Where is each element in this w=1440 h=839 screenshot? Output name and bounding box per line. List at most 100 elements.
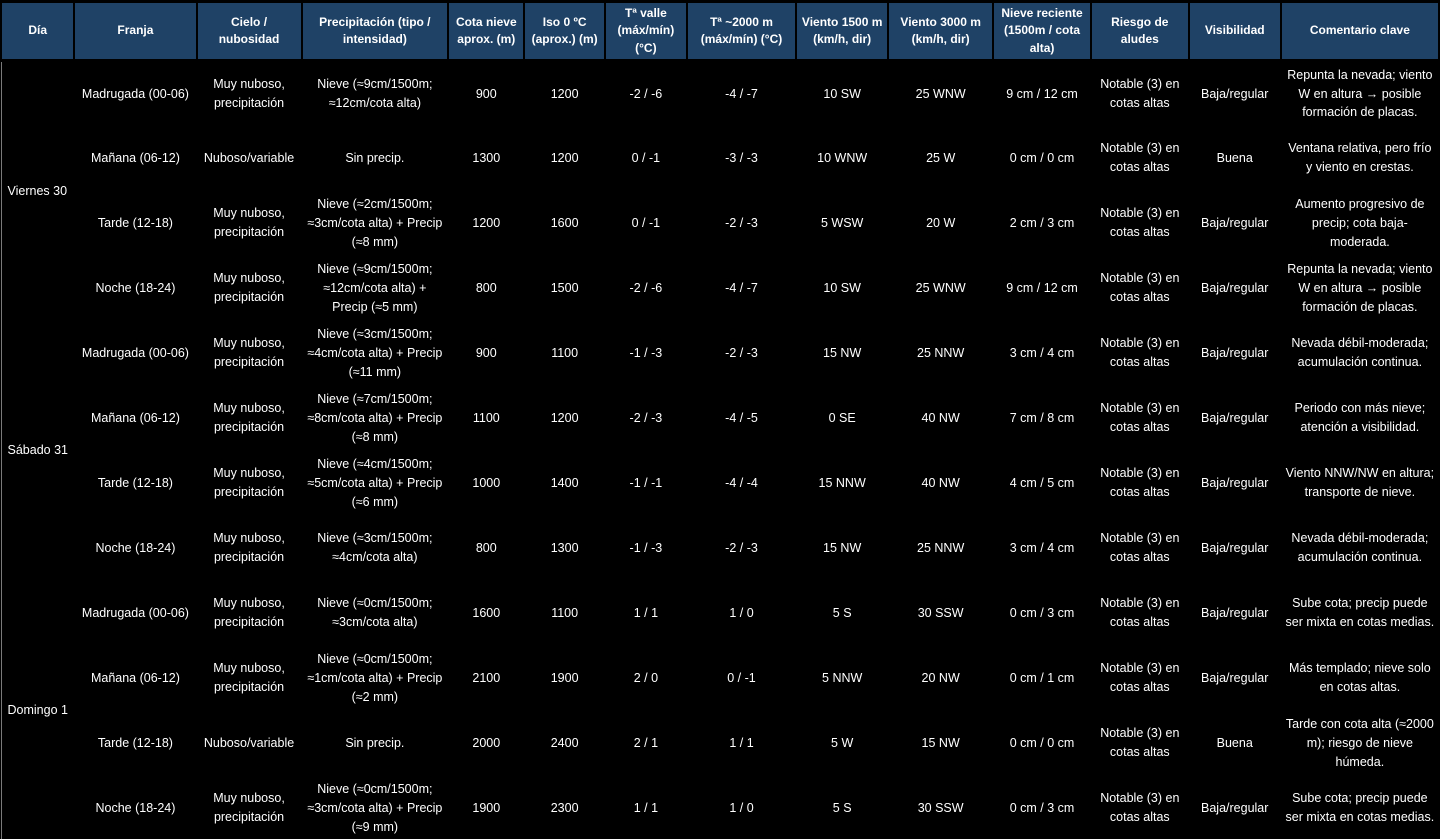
cell-temp-valle: 1 / 1 [633,605,659,620]
column-header-iso-0: Iso 0 ºC (aprox.) (m) [523,0,606,63]
cell-viento-3000: 40 NW [921,475,960,490]
cell-temp-2000: -4 / -5 [725,410,758,425]
cell-temp-2000: 1 / 0 [729,800,754,815]
cell-precipitacion: Nieve (≈7cm/1500m; ≈8cm/cota alta) + Pre… [307,392,443,444]
cell-temp-valle: 2 / 1 [633,735,659,750]
cell-viento-1500: 5 WSW [820,215,864,230]
cell-temp-valle: -1 / -1 [629,475,663,490]
cell-cota-nieve: 1200 [472,215,501,230]
cell-nieve-reciente: 3 cm / 4 cm [1009,540,1075,555]
cell-riesgo-aludes: Notable (3) en cotas altas [1100,726,1180,760]
cell-cota-nieve: 1100 [472,410,500,425]
cell-cielo: Muy nuboso, precipitación [213,791,285,825]
cell-comentario: Repunta la nevada; viento W en altura → … [1287,262,1433,314]
cell-riesgo-aludes: Notable (3) en cotas altas [1100,466,1180,500]
cell-iso-0: 1200 [550,150,579,165]
cell-precipitacion: Nieve (≈9cm/1500m; ≈12cm/cota alta) + Pr… [317,262,433,314]
cell-cota-nieve: 2000 [472,735,501,750]
column-header-comentario: Comentario clave [1279,0,1440,63]
table-row: Mañana (06-12) Muy nuboso, precipitación… [1,646,1439,711]
cell-viento-1500: 5 S [832,605,852,620]
table-row: Tarde (12-18) Nuboso/variable Sin precip… [1,711,1439,776]
cell-comentario: Nevada débil-moderada; acumulación conti… [1291,336,1429,370]
cell-temp-valle: -2 / -6 [629,86,663,101]
cell-cota-nieve: 1000 [472,475,501,490]
cell-franja: Noche (18-24) [95,280,176,295]
cell-viento-3000: 40 NW [921,410,960,425]
cell-nieve-reciente: 7 cm / 8 cm [1009,410,1075,425]
cell-nieve-reciente: 0 cm / 0 cm [1009,150,1075,165]
cell-viento-3000: 25 WNW [915,280,966,295]
cell-iso-0: 1100 [551,345,579,360]
cell-viento-3000: 25 W [926,150,956,165]
cell-precipitacion: Nieve (≈0cm/1500m; ≈1cm/cota alta) + Pre… [307,652,443,704]
cell-viento-1500: 15 NW [823,345,862,360]
cell-nieve-reciente: 0 cm / 3 cm [1009,800,1075,815]
cell-riesgo-aludes: Notable (3) en cotas altas [1100,791,1180,825]
table-row: Noche (18-24) Muy nuboso, precipitación … [1,256,1439,321]
cell-temp-2000: 0 / -1 [727,670,756,685]
cell-iso-0: 1500 [550,280,579,295]
table-row: Sábado 31 Madrugada (00-06) Muy nuboso, … [1,321,1439,457]
cell-viento-3000: 20 NW [921,670,960,685]
cell-cielo: Muy nuboso, precipitación [213,596,285,630]
cell-temp-valle: -1 / -3 [629,540,663,555]
table-row: Domingo 1 Madrugada (00-06) Muy nuboso, … [1,581,1439,717]
cell-precipitacion: Sin precip. [345,150,405,165]
cell-viento-3000: 25 NNW [917,345,965,360]
cell-cielo: Nuboso/variable [203,150,295,165]
cell-nieve-reciente: 2 cm / 3 cm [1009,215,1075,230]
cell-comentario: Aumento progresivo de precip; cota baja-… [1295,197,1425,249]
cell-comentario: Más templado; nieve solo en cotas altas. [1288,661,1431,695]
cell-riesgo-aludes: Notable (3) en cotas altas [1100,271,1180,305]
cell-riesgo-aludes: Notable (3) en cotas altas [1100,336,1180,370]
cell-visibilidad: Baja/regular [1201,345,1269,360]
cell-franja: Noche (18-24) [95,540,176,555]
day-label-domingo-1: Domingo 1 [7,703,68,718]
cell-temp-2000: -2 / -3 [725,345,758,360]
cell-comentario: Repunta la nevada; viento W en altura → … [1287,67,1433,120]
table-row: Viernes 30 Madrugada (00-06) Muy nuboso,… [1,61,1439,198]
cell-viento-3000: 30 SSW [917,605,964,620]
cell-temp-2000: -4 / -7 [725,280,758,295]
table-row: Tarde (12-18) Muy nuboso, precipitación … [1,191,1439,256]
cell-franja: Madrugada (00-06) [81,605,189,620]
cell-temp-2000: 1 / 1 [729,735,754,750]
cell-cielo: Muy nuboso, precipitación [213,77,285,110]
cell-comentario: Sube cota; precip puede ser mixta en cot… [1285,596,1435,630]
cell-viento-3000: 25 NNW [917,540,965,555]
cell-viento-1500: 5 W [831,735,854,750]
cell-temp-2000: -2 / -3 [725,215,758,230]
table-row: Mañana (06-12) Muy nuboso, precipitación… [1,386,1439,451]
cell-nieve-reciente: 0 cm / 0 cm [1009,735,1075,750]
table-row: Tarde (12-18) Muy nuboso, precipitación … [1,451,1439,516]
cell-iso-0: 2400 [550,735,579,750]
cell-franja: Mañana (06-12) [90,410,180,425]
cell-visibilidad: Baja/regular [1201,800,1269,815]
cell-cielo: Muy nuboso, precipitación [213,271,285,305]
cell-visibilidad: Buena [1216,735,1253,750]
cell-nieve-reciente: 9 cm / 12 cm [1006,280,1078,295]
cell-viento-1500: 10 SW [823,280,861,295]
cell-cota-nieve: 1900 [472,800,501,815]
cell-viento-1500: 15 NW [823,540,862,555]
cell-precipitacion: Nieve (≈9cm/1500m; ≈12cm/cota alta) [317,77,433,110]
cell-franja: Tarde (12-18) [97,475,173,490]
cell-cielo: Muy nuboso, precipitación [213,466,285,500]
cell-temp-2000: -3 / -3 [725,150,758,165]
header-row: Día Franja Cielo / nubosidad Precipitaci… [0,0,1440,63]
cell-cielo: Muy nuboso, precipitación [213,336,285,370]
column-header-nieve-reciente: Nieve reciente (1500m / cota alta) [992,0,1092,63]
cell-precipitacion: Nieve (≈4cm/1500m; ≈5cm/cota alta) + Pre… [307,457,443,509]
cell-franja: Madrugada (00-06) [81,86,189,101]
cell-temp-valle: 0 / -1 [631,150,661,165]
column-header-cota-nieve: Cota nieve aprox. (m) [447,0,526,63]
table-row: Noche (18-24) Muy nuboso, precipitación … [1,516,1439,581]
cell-cota-nieve: 800 [475,540,497,555]
cell-cielo: Muy nuboso, precipitación [213,531,285,565]
cell-viento-3000: 25 WNW [915,86,966,101]
cell-riesgo-aludes: Notable (3) en cotas altas [1100,206,1180,240]
cell-comentario: Periodo con más nieve; atención a visibi… [1294,401,1426,435]
cell-comentario: Sube cota; precip puede ser mixta en cot… [1285,791,1435,825]
cell-cota-nieve: 1600 [472,605,501,620]
